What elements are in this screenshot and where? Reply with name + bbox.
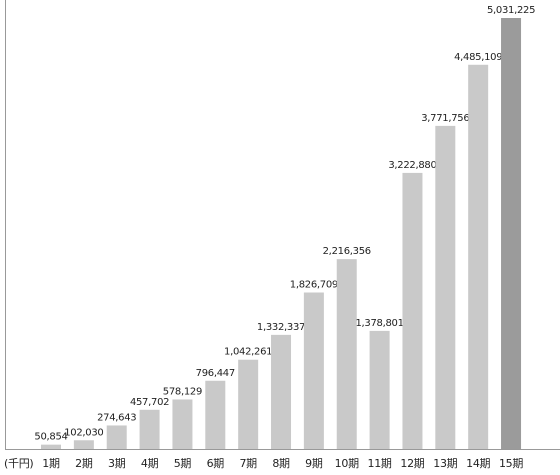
bar — [238, 359, 259, 449]
x-tick-label: 9期 — [305, 457, 323, 470]
value-label: 3,222,880 — [388, 160, 436, 171]
bar — [369, 330, 390, 449]
bar — [172, 399, 193, 449]
x-tick-label: 8期 — [272, 457, 290, 470]
x-tick-label: 13期 — [433, 457, 457, 470]
bar — [106, 425, 127, 449]
x-tick-label: 6期 — [207, 457, 225, 470]
bar — [336, 259, 357, 449]
bar — [139, 409, 160, 449]
x-tick-label: 10期 — [335, 457, 359, 470]
value-label: 457,702 — [130, 397, 169, 408]
x-tick-label: 5期 — [174, 457, 192, 470]
value-label: 5,031,225 — [487, 5, 535, 16]
value-label: 2,216,356 — [323, 246, 371, 257]
value-label: 4,485,109 — [454, 52, 502, 63]
x-tick-label: 11期 — [368, 457, 392, 470]
bar — [73, 440, 94, 449]
value-label: 796,447 — [196, 368, 235, 379]
value-label: 1,042,261 — [224, 347, 272, 358]
value-label: 1,826,709 — [290, 280, 338, 291]
value-label: 50,854 — [34, 432, 67, 443]
bar — [41, 444, 61, 449]
bar — [205, 380, 226, 449]
bar — [501, 18, 522, 449]
x-tick-label: 12期 — [400, 457, 424, 470]
value-label: 1,378,801 — [355, 318, 403, 329]
unit-label: (千円) — [4, 457, 33, 470]
bar — [468, 64, 489, 449]
bar — [402, 172, 423, 449]
bar — [271, 334, 292, 449]
value-label: 578,129 — [163, 386, 202, 397]
value-label: 3,771,756 — [421, 113, 469, 124]
x-tick-label: 7期 — [239, 457, 257, 470]
value-label: 1,332,337 — [257, 322, 305, 333]
x-tick-label: 1期 — [42, 457, 60, 470]
x-tick-label: 4期 — [141, 457, 159, 470]
value-label: 274,643 — [97, 412, 136, 423]
x-tick-label: 15期 — [499, 457, 523, 470]
x-tick-label: 14期 — [466, 457, 490, 470]
bar — [435, 125, 456, 449]
value-label: 102,030 — [64, 427, 103, 438]
x-tick-label: 2期 — [75, 457, 93, 470]
x-tick-label: 3期 — [108, 457, 126, 470]
bar — [303, 292, 324, 449]
